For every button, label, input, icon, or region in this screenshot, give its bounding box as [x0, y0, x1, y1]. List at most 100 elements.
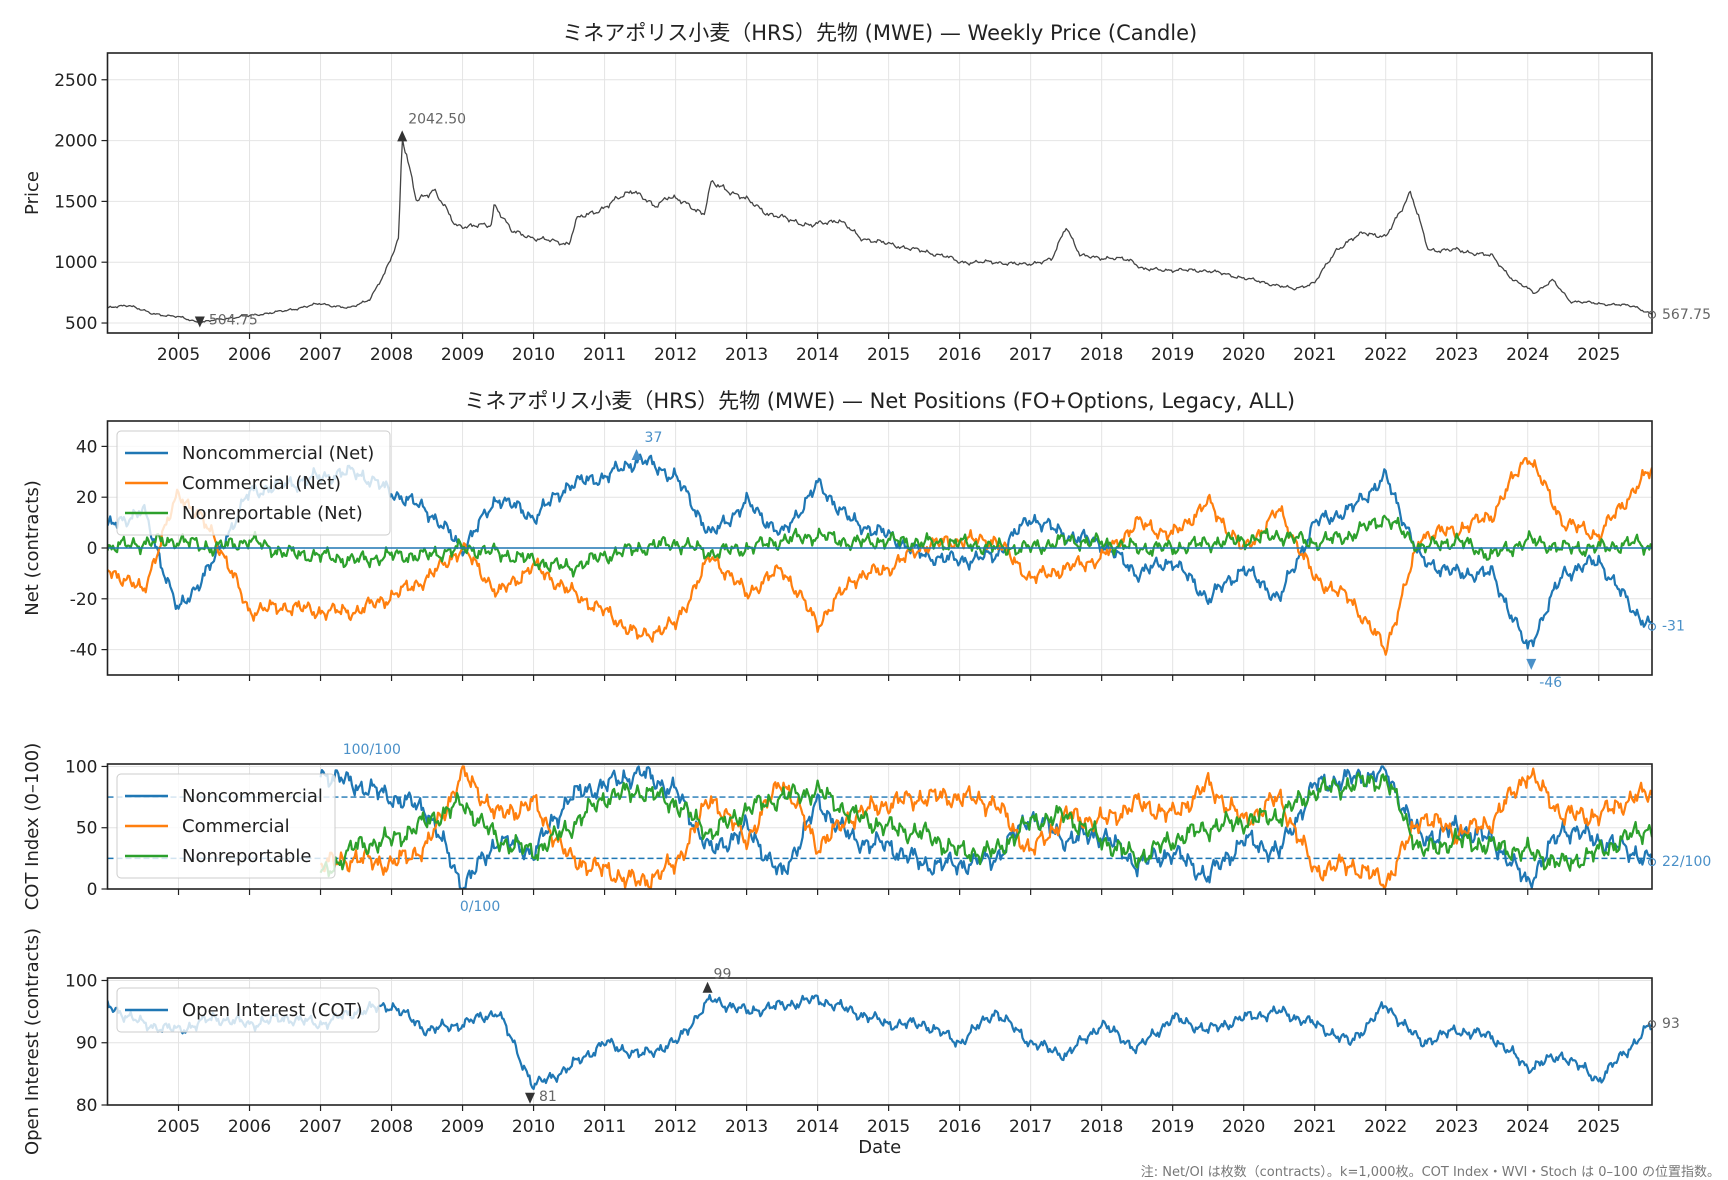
max-marker-icon: [702, 981, 713, 993]
x-tick-label: 2022: [1364, 345, 1407, 365]
panel-3: 0 50 100 COT Index (0–100) 100/100 0/100 22/10…: [22, 742, 1711, 915]
axes-frame: [106, 52, 1653, 334]
y-axis-label: COT Index (0–100): [22, 743, 43, 911]
x-tick-label: 2025: [1577, 1117, 1620, 1137]
annotation-label: 2042.50: [408, 111, 466, 127]
series-line-noncommercial: [319, 765, 1652, 889]
y-axis-label: Price: [22, 171, 43, 215]
series-line-nonreportable: [319, 772, 1652, 878]
series-line-commercial: [319, 765, 1652, 889]
chart-title: ミネアポリス小麦（HRS）先物 (MWE) — Net Positions (F…: [464, 389, 1295, 413]
y-tick-label: 2500: [54, 71, 97, 91]
x-tick-label: 2005: [157, 345, 200, 365]
x-tick-label: 2024: [1506, 1117, 1549, 1137]
x-tick-label: 2021: [1293, 345, 1336, 365]
panel-4: 80 90 100 2005 2006 2007 2008 2009 2010 2011 2012 2…: [22, 928, 1680, 1158]
annotation-label: -31: [1662, 619, 1685, 635]
x-tick-label: 2024: [1506, 345, 1549, 365]
x-tick-label: 2013: [725, 345, 768, 365]
min-marker-icon: [194, 316, 205, 328]
y-tick-label: 20: [76, 488, 98, 508]
y-axis-label: Open Interest (contracts): [22, 928, 43, 1155]
last-value-marker: [1647, 1019, 1657, 1029]
x-tick-label: 2023: [1435, 345, 1478, 365]
x-tick-label: 2016: [938, 1117, 981, 1137]
x-tick-label: 2025: [1577, 345, 1620, 365]
y-tick-label: 50: [76, 819, 98, 839]
y-tick-label: 0: [87, 880, 98, 900]
max-marker-icon: [397, 130, 408, 142]
x-tick-label: 2019: [1151, 345, 1194, 365]
y-tick-label: 100: [65, 971, 97, 991]
legend-label: Noncommercial (Net): [182, 443, 374, 464]
x-tick-label: 2017: [1009, 345, 1052, 365]
panel-2: -40 -20 0 20 40 ミネアポリス小麦（HRS）先物 (MWE) — Net P…: [22, 389, 1685, 691]
legend: Open Interest (COT): [116, 987, 380, 1033]
series-line-nonreportable: [107, 514, 1652, 578]
x-tick-label: 2009: [441, 1117, 484, 1137]
x-tick-label: 2018: [1080, 345, 1123, 365]
x-tick-label: 2008: [370, 345, 413, 365]
x-axis-label: Date: [858, 1137, 901, 1158]
annotation-label: 81: [539, 1089, 557, 1105]
y-tick-label: 1500: [54, 192, 97, 212]
legend: Noncommercial (Net) Commercial (Net) Nonre…: [116, 430, 391, 536]
legend-label: Noncommercial: [182, 786, 323, 807]
y-tick-label: 80: [76, 1096, 98, 1116]
annotation-label: 22/100: [1662, 854, 1711, 870]
legend-label: Commercial: [182, 816, 290, 837]
legend-box: [116, 987, 380, 1033]
annotation-label: 37: [645, 430, 663, 446]
x-tick-label: 2012: [654, 1117, 697, 1137]
x-tick-label: 2006: [228, 345, 271, 365]
x-tick-label: 2021: [1293, 1117, 1336, 1137]
axes-frame: [106, 763, 1653, 890]
x-tick-label: 2013: [725, 1117, 768, 1137]
legend-label: Commercial (Net): [182, 473, 341, 494]
y-tick-label: 0: [87, 539, 98, 559]
max-marker-icon: [631, 449, 642, 461]
axes-frame: [106, 420, 1653, 676]
x-tick-label: 2015: [867, 1117, 910, 1137]
x-tick-label: 2023: [1435, 1117, 1478, 1137]
last-value-marker: [1647, 857, 1657, 867]
min-marker-icon: [525, 1092, 536, 1104]
annotation-label: -46: [1539, 675, 1562, 691]
x-tick-label: 2017: [1009, 1117, 1052, 1137]
x-tick-label: 2014: [796, 345, 839, 365]
y-tick-label: -20: [70, 590, 98, 610]
last-value-marker: [1647, 622, 1657, 631]
x-tick-label: 2007: [299, 345, 342, 365]
x-tick-label: 2015: [867, 345, 910, 365]
last-value-marker: [1647, 310, 1657, 319]
x-tick-label: 2009: [441, 345, 484, 365]
x-tick-label: 2011: [583, 345, 626, 365]
y-tick-label: 500: [65, 314, 97, 334]
x-tick-label: 2007: [299, 1117, 342, 1137]
chart-title: ミネアポリス小麦（HRS）先物 (MWE) — Weekly Price (Ca…: [562, 21, 1197, 45]
legend-box: [116, 430, 391, 536]
annotation-label: 567.75: [1662, 307, 1711, 323]
legend-label: Nonreportable (Net): [182, 503, 363, 524]
axes-frame: [106, 977, 1653, 1106]
x-tick-label: 2011: [583, 1117, 626, 1137]
y-tick-label: 2000: [54, 132, 97, 152]
legend-label: Open Interest (COT): [182, 1000, 363, 1021]
series-line-commercial: [107, 457, 1652, 656]
x-tick-label: 2012: [654, 345, 697, 365]
legend-label: Nonreportable: [182, 846, 311, 867]
x-tick-label: 2022: [1364, 1117, 1407, 1137]
x-tick-label: 2018: [1080, 1117, 1123, 1137]
annotation-label: 93: [1662, 1016, 1680, 1032]
y-tick-label: 100: [65, 757, 97, 777]
x-tick-label: 2016: [938, 345, 981, 365]
y-tick-label: 90: [76, 1034, 98, 1054]
y-tick-label: 1000: [54, 253, 97, 273]
x-tick-label: 2006: [228, 1117, 271, 1137]
x-tick-label: 2020: [1222, 1117, 1265, 1137]
x-tick-label: 2014: [796, 1117, 839, 1137]
plot-area: [107, 138, 1652, 324]
y-tick-label: 40: [76, 437, 98, 457]
y-tick-label: -40: [70, 641, 98, 661]
